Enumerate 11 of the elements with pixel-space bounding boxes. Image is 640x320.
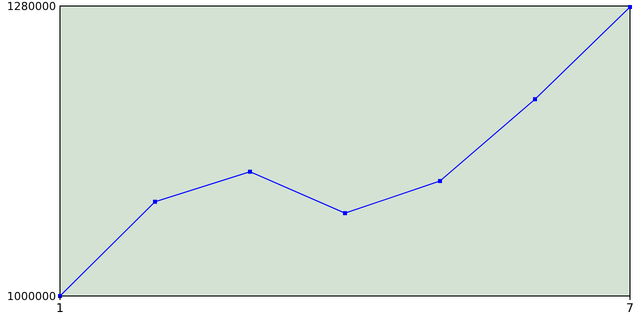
line-series [58,5,632,298]
point [628,5,632,10]
y-tick-label: 1280000 [7,0,56,13]
point [343,211,347,216]
x-tick-label: 7 [626,301,634,315]
x-tick-label: 1 [56,301,64,315]
y-tick-label: 1000000 [7,290,56,303]
point [533,97,537,102]
point [248,170,252,174]
point [438,179,442,184]
point [153,200,157,204]
